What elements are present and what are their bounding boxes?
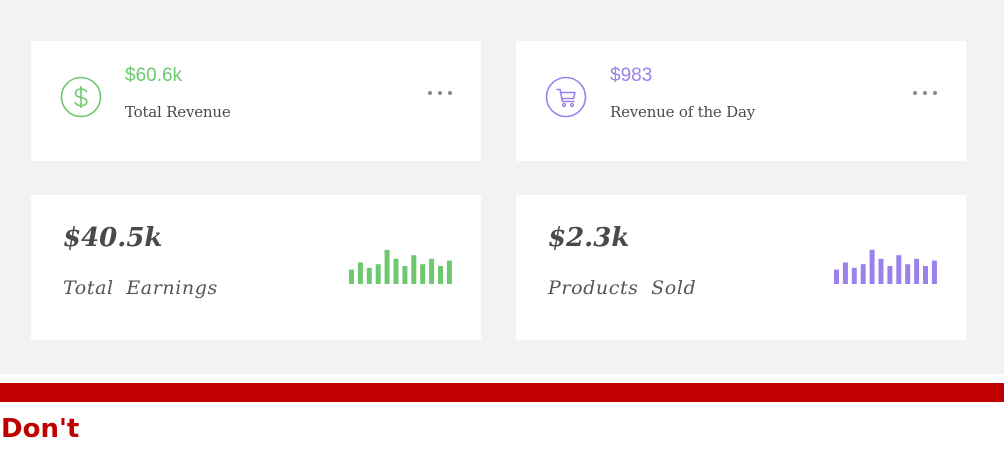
total-revenue-card: $60.6k Total Revenue xyxy=(31,41,481,161)
products-sold-card: $2.3k Products Sold xyxy=(516,195,966,340)
earnings-sparkline xyxy=(349,248,455,284)
revenue-of-day-value: $983 xyxy=(610,65,653,86)
products-sparkline-svg xyxy=(834,249,937,284)
earnings-sparkline-svg xyxy=(349,249,452,284)
total-revenue-value: $60.6k xyxy=(125,65,183,86)
more-options-button[interactable] xyxy=(913,87,937,99)
cart-icon xyxy=(545,76,587,118)
earnings-sparkline-bar xyxy=(438,266,443,284)
earnings-sparkline-bar xyxy=(375,264,381,284)
more-dot-icon xyxy=(428,91,432,95)
products-sparkline-bar xyxy=(914,258,920,284)
earnings-sparkline-bar xyxy=(411,255,417,284)
total-revenue-label: Total Revenue xyxy=(125,103,231,121)
earnings-sparkline-bar xyxy=(357,262,363,284)
earnings-sparkline-bar xyxy=(393,258,399,284)
earnings-sparkline-bar xyxy=(429,258,435,284)
products-sparkline-bar xyxy=(834,269,839,284)
total-earnings-value: $40.5k xyxy=(63,223,163,253)
earnings-sparkline-bar xyxy=(349,269,354,284)
dollar-icon xyxy=(60,76,102,118)
products-sparkline xyxy=(834,248,940,284)
earnings-sparkline-bar xyxy=(420,264,426,284)
dashboard: $60.6k Total Revenue $983 Revenue of the… xyxy=(0,0,1004,374)
products-sold-label: Products Sold xyxy=(548,277,697,299)
products-sparkline-bar xyxy=(931,260,937,284)
more-options-button[interactable] xyxy=(428,87,452,99)
revenue-of-day-card: $983 Revenue of the Day xyxy=(516,41,966,161)
products-sparkline-bar xyxy=(896,255,902,284)
products-sparkline-bar xyxy=(923,266,928,284)
earnings-sparkline-bar xyxy=(402,266,408,284)
earnings-sparkline-bar xyxy=(366,267,372,284)
red-divider-bar xyxy=(0,383,1004,402)
products-sparkline-bar xyxy=(842,262,848,284)
products-sparkline-bar xyxy=(905,264,911,284)
products-sparkline-bar xyxy=(869,249,875,284)
total-earnings-label: Total Earnings xyxy=(63,277,218,299)
earnings-sparkline-bar xyxy=(446,260,452,284)
more-dot-icon xyxy=(933,91,937,95)
dont-label: Don't xyxy=(1,414,80,444)
earnings-sparkline-bar xyxy=(384,249,390,284)
total-earnings-card: $40.5k Total Earnings xyxy=(31,195,481,340)
products-sold-value: $2.3k xyxy=(548,223,630,253)
more-dot-icon xyxy=(448,91,452,95)
products-sparkline-bar xyxy=(860,264,866,284)
more-dot-icon xyxy=(923,91,927,95)
products-sparkline-bar xyxy=(878,258,884,284)
more-dot-icon xyxy=(913,91,917,95)
products-sparkline-bar xyxy=(851,267,857,284)
revenue-of-day-label: Revenue of the Day xyxy=(610,103,756,121)
products-sparkline-bar xyxy=(887,266,893,284)
more-dot-icon xyxy=(438,91,442,95)
